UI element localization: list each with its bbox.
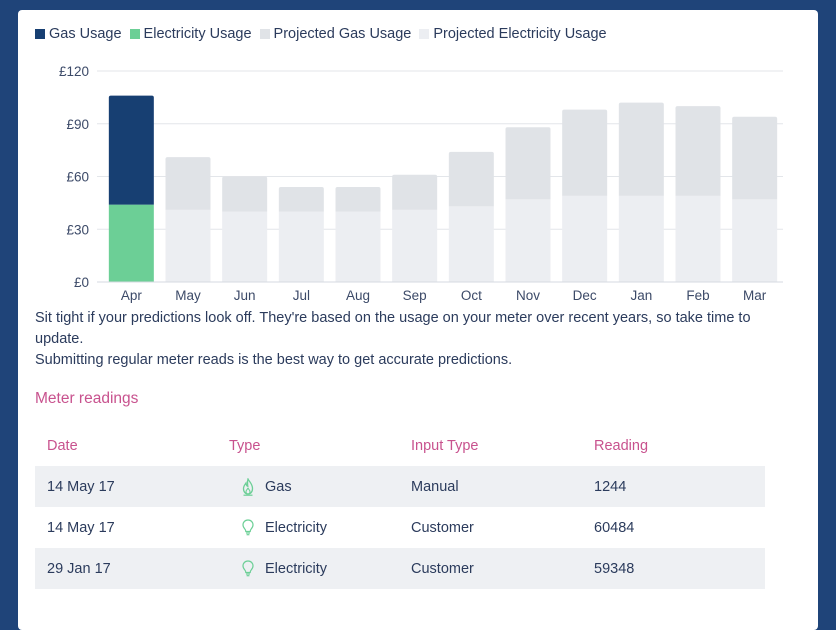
row-date: 14 May 17 <box>47 478 115 495</box>
y-tick-label: £120 <box>59 64 89 79</box>
legend-swatch-gas <box>35 29 45 39</box>
bar-gas-usage <box>108 95 154 205</box>
bar-projected-gas-usage <box>448 151 494 207</box>
bar-projected-gas-usage <box>278 187 324 212</box>
header-reading: Reading <box>594 438 649 454</box>
y-tick-label: £30 <box>66 222 89 237</box>
bar-projected-gas-usage <box>222 176 268 212</box>
x-tick-label: Aug <box>346 288 370 303</box>
bar-projected-gas-usage <box>732 116 778 200</box>
bar-projected-electricity-usage <box>222 211 268 282</box>
prediction-note-line-1: Sit tight if your predictions look off. … <box>35 310 751 347</box>
y-tick-label: £60 <box>66 170 89 185</box>
legend-electricity-usage[interactable]: Electricity Usage <box>129 26 252 42</box>
bar-electricity-usage <box>108 204 154 282</box>
table-header: Date Type Input Type Reading <box>35 426 765 466</box>
row-type-label: Gas <box>265 478 292 495</box>
row-type: Electricity <box>217 519 399 536</box>
legend-swatch-electricity <box>129 29 140 39</box>
lightbulb-icon <box>231 519 265 536</box>
x-tick-label: Mar <box>743 288 767 303</box>
bar-projected-electricity-usage <box>165 209 211 282</box>
row-reading: 1244 <box>594 478 627 495</box>
bar-projected-electricity-usage <box>675 195 721 282</box>
header-input-type: Input Type <box>411 438 479 454</box>
legend-label-gas: Gas Usage <box>49 26 122 42</box>
prediction-note: Sit tight if your predictions look off. … <box>35 308 775 371</box>
row-date: 29 Jan 17 <box>47 560 111 577</box>
bar-projected-electricity-usage <box>448 206 494 282</box>
row-input-type: Customer <box>411 560 474 577</box>
x-tick-label: Apr <box>121 288 143 303</box>
x-tick-label: May <box>175 288 201 303</box>
row-type: Electricity <box>217 560 399 577</box>
bar-projected-electricity-usage <box>732 199 778 282</box>
row-type-label: Electricity <box>265 519 328 536</box>
row-type: Gas <box>217 477 399 496</box>
x-tick-label: Jul <box>293 288 310 303</box>
bar-projected-electricity-usage <box>335 211 381 282</box>
legend-swatch-projected-gas <box>259 29 270 39</box>
bar-projected-electricity-usage <box>562 195 608 282</box>
x-tick-label: Oct <box>461 288 482 303</box>
x-tick-label: Nov <box>516 288 540 303</box>
table-row: 29 Jan 17 Electricity Customer 59348 <box>35 548 765 589</box>
x-tick-label: Feb <box>686 288 709 303</box>
bar-projected-electricity-usage <box>505 199 551 282</box>
bar-projected-gas-usage <box>335 187 381 212</box>
y-tick-label: £0 <box>74 275 89 290</box>
row-reading: 60484 <box>594 519 635 536</box>
lightbulb-icon <box>231 560 265 577</box>
table-row: 14 May 17 Gas Manual 1244 <box>35 466 765 507</box>
legend-label-electricity: Electricity Usage <box>143 26 252 42</box>
meter-readings-title: Meter readings <box>35 390 139 407</box>
bar-projected-gas-usage <box>675 106 721 196</box>
flame-icon <box>231 477 265 496</box>
bar-projected-gas-usage <box>618 102 664 196</box>
bar-projected-electricity-usage <box>278 211 324 282</box>
chart-legend: Gas Usage Electricity Usage Projected Ga… <box>35 24 615 44</box>
bar-projected-gas-usage <box>505 127 551 200</box>
row-input-type: Customer <box>411 519 474 536</box>
row-reading: 59348 <box>594 560 635 577</box>
legend-swatch-projected-electricity <box>419 29 430 39</box>
x-tick-label: Sep <box>403 288 427 303</box>
legend-label-projected-gas: Projected Gas Usage <box>273 26 412 42</box>
usage-bar-chart: £0 £30 £60 £90 £120 Apr May Jun Jul Aug Sep Oct Nov D… <box>59 64 783 303</box>
x-tick-label: Jun <box>234 288 256 303</box>
bar-projected-gas-usage <box>165 157 211 210</box>
y-tick-label: £90 <box>66 117 89 132</box>
table-row: 14 May 17 Electricity Customer 60484 <box>35 507 765 548</box>
bar-projected-electricity-usage <box>618 195 664 282</box>
legend-projected-gas-usage[interactable]: Projected Gas Usage <box>259 26 412 42</box>
row-type-label: Electricity <box>265 560 328 577</box>
bar-projected-gas-usage <box>392 174 438 210</box>
prediction-note-line-2: Submitting regular meter reads is the be… <box>35 352 513 368</box>
x-tick-label: Jan <box>630 288 652 303</box>
x-tick-label: Dec <box>573 288 597 303</box>
header-type: Type <box>229 438 261 454</box>
row-date: 14 May 17 <box>47 519 115 536</box>
header-date: Date <box>47 438 78 454</box>
bar-projected-gas-usage <box>562 109 608 196</box>
legend-gas-usage[interactable]: Gas Usage <box>35 26 122 42</box>
meter-readings-table: Date Type Input Type Reading 14 May 17 G… <box>35 426 765 589</box>
bar-projected-electricity-usage <box>392 209 438 282</box>
row-input-type: Manual <box>411 478 459 495</box>
legend-label-projected-electricity: Projected Electricity Usage <box>433 26 607 42</box>
legend-projected-electricity-usage[interactable]: Projected Electricity Usage <box>419 26 607 42</box>
